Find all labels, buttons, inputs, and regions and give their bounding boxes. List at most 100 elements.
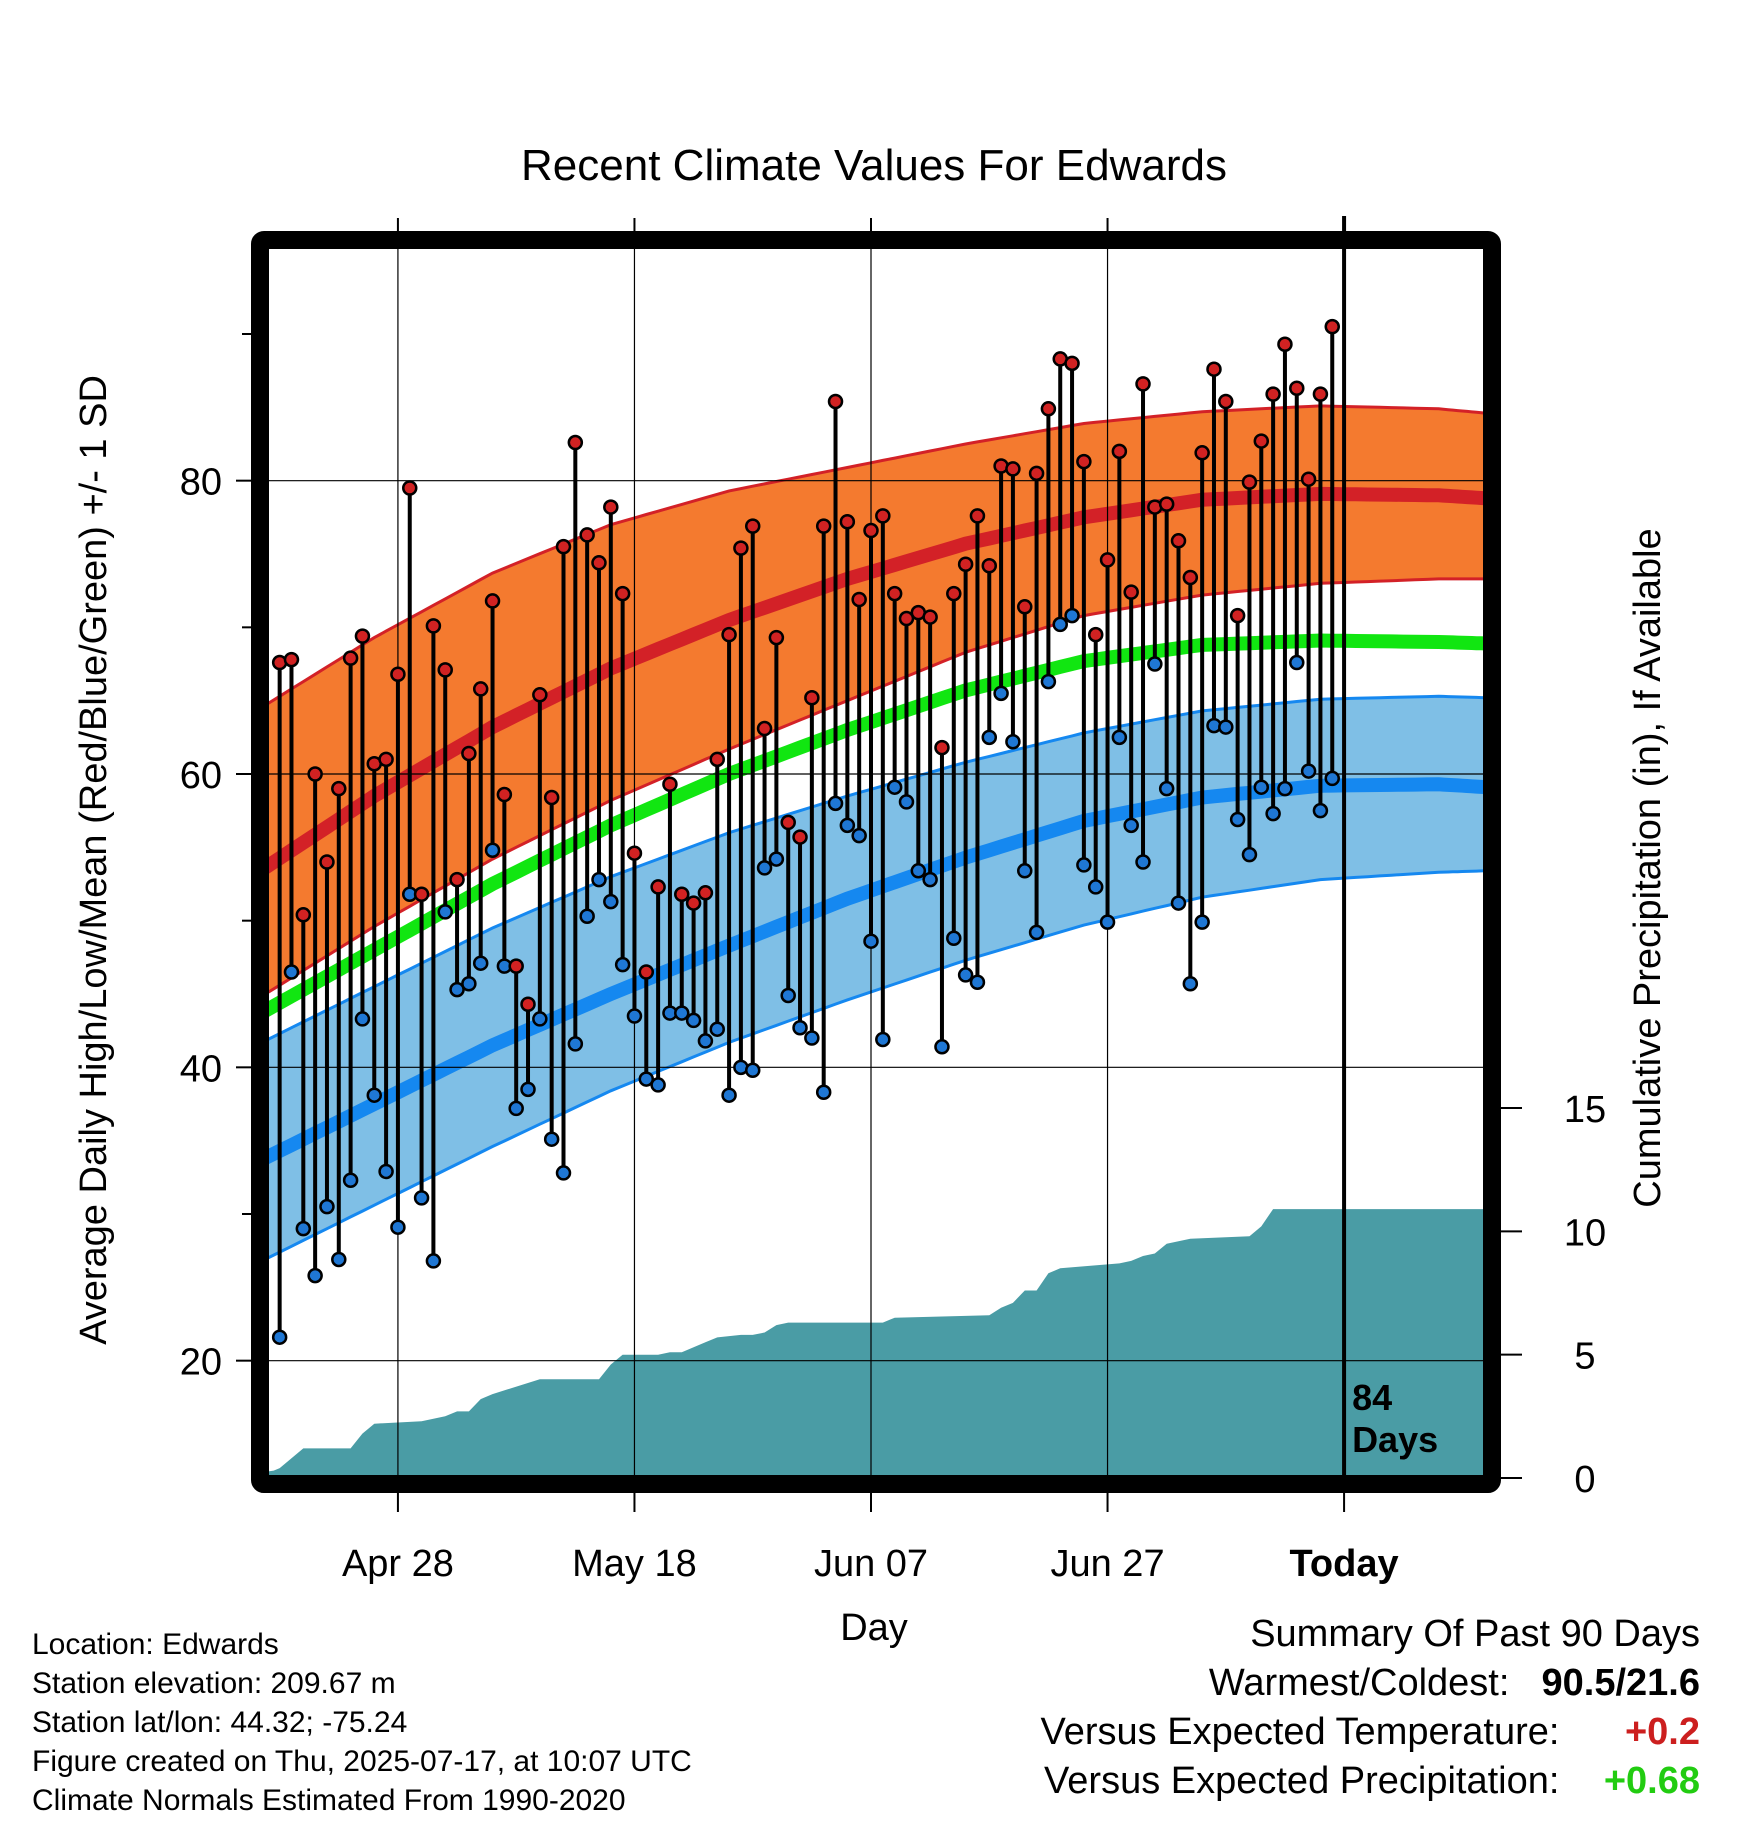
daily-low-point [780, 987, 796, 1004]
daily-low-point [839, 817, 856, 834]
days-count-label: 84 [1352, 1377, 1392, 1418]
daily-low-point [1170, 895, 1187, 911]
daily-low-point [449, 981, 465, 998]
x-tick-label: Today [1290, 1543, 1399, 1585]
daily-observations [271, 318, 1340, 1345]
daily-low-point [1099, 914, 1116, 930]
daily-low-point [520, 1081, 536, 1098]
daily-high-point [863, 522, 879, 539]
y2-tick-label: 15 [1564, 1089, 1606, 1131]
daily-high-point [1135, 376, 1151, 392]
y-tick-label: 20 [180, 1342, 222, 1384]
daily-low-point [555, 1165, 572, 1181]
daily-low-point [922, 871, 938, 888]
precip-anomaly-label: Versus Expected Precipitation: [1044, 1760, 1560, 1802]
axes: Apr 28 May 18 Jun 07 Jun 27 Today 20 40 60 80 0 5 1… [180, 218, 1606, 1585]
daily-low-point [390, 1219, 406, 1235]
daily-low-point [1135, 854, 1151, 870]
y-tick-label: 60 [180, 755, 222, 797]
temp-anomaly-value: +0.2 [1624, 1711, 1700, 1753]
daily-low-point [721, 1087, 737, 1103]
daily-high-point [934, 739, 950, 756]
daily-high-point [1005, 461, 1021, 477]
daily-low-point [1241, 846, 1258, 863]
daily-low-point [744, 1062, 761, 1079]
daily-high-point [449, 871, 465, 888]
daily-low-point [271, 1329, 288, 1345]
daily-high-point [402, 480, 418, 496]
daily-high-point [1277, 336, 1293, 353]
x-tick-label: Apr 28 [342, 1543, 454, 1585]
daily-high-point [520, 996, 536, 1013]
daily-low-point [898, 794, 915, 810]
daily-high-point [543, 789, 560, 806]
daily-low-point [969, 974, 986, 991]
elevation-text: Station elevation: 209.67 m [32, 1667, 396, 1700]
daily-high-point [614, 585, 631, 602]
daily-high-point [413, 886, 430, 903]
daily-low-point [1052, 616, 1068, 633]
y-tick-label: 80 [180, 462, 222, 504]
daily-high-point [946, 585, 962, 602]
x-tick-label: May 18 [572, 1543, 697, 1585]
daily-high-point [898, 610, 915, 627]
daily-high-point [1087, 626, 1104, 643]
daily-high-point [331, 780, 347, 797]
daily-low-point [792, 1019, 808, 1036]
daily-high-point [1028, 465, 1045, 482]
daily-high-point [827, 393, 844, 410]
daily-high-point [851, 591, 867, 608]
daily-high-point [744, 518, 761, 534]
daily-low-point [567, 1036, 584, 1052]
daily-high-point [804, 689, 820, 706]
plot-border [251, 231, 1501, 1493]
daily-high-point [957, 556, 974, 573]
daily-low-point [1087, 879, 1104, 895]
daily-high-point [496, 786, 513, 803]
y2-tick-label: 5 [1574, 1336, 1595, 1378]
daily-high-point [780, 814, 796, 831]
daily-low-point [709, 1021, 725, 1037]
daily-high-point [342, 650, 359, 666]
low-mean-line [252, 777, 1487, 1169]
daily-high-point [484, 593, 501, 609]
daily-low-point [425, 1253, 442, 1269]
daily-high-point [756, 720, 773, 737]
daily-low-point [614, 956, 631, 973]
daily-high-point [472, 681, 489, 697]
daily-high-point [508, 958, 524, 974]
daily-high-point [626, 845, 643, 861]
daily-high-point [721, 626, 737, 643]
daily-high-point [567, 434, 584, 451]
warmest-coldest-label: Warmest/Coldest: [1208, 1662, 1510, 1704]
created-text: Figure created on Thu, 2025-07-17, at 10… [32, 1745, 692, 1778]
y2-tick-label: 10 [1564, 1212, 1606, 1254]
daily-high-point [1158, 496, 1175, 512]
daily-low-point [591, 871, 607, 888]
daily-low-point [1017, 863, 1033, 879]
daily-high-point [1241, 474, 1258, 490]
daily-high-point [1099, 552, 1116, 568]
daily-high-point [1017, 599, 1033, 615]
location-text: Location: Edwards [32, 1628, 279, 1661]
daily-high-point [638, 964, 655, 980]
daily-low-point [815, 1084, 832, 1101]
daily-high-point [1170, 533, 1187, 549]
daily-low-point [1194, 914, 1210, 930]
daily-low-point [508, 1100, 524, 1117]
daily-low-point [863, 933, 879, 949]
precip-anomaly-row: Versus Expected Precipitation: +0.68 [1041, 1757, 1700, 1806]
daily-low-point [543, 1131, 560, 1147]
daily-high-point [1182, 569, 1199, 586]
daily-high-point [591, 555, 607, 571]
daily-low-point [934, 1039, 950, 1055]
daily-high-point [1229, 607, 1246, 624]
daily-low-point [1182, 975, 1199, 992]
daily-high-point [532, 687, 548, 703]
daily-high-point [555, 538, 572, 555]
daily-low-point [295, 1220, 312, 1237]
station-info: Location: Edwards Station elevation: 209… [32, 1625, 692, 1820]
daily-low-point [804, 1030, 820, 1046]
daily-high-point [1218, 393, 1234, 410]
